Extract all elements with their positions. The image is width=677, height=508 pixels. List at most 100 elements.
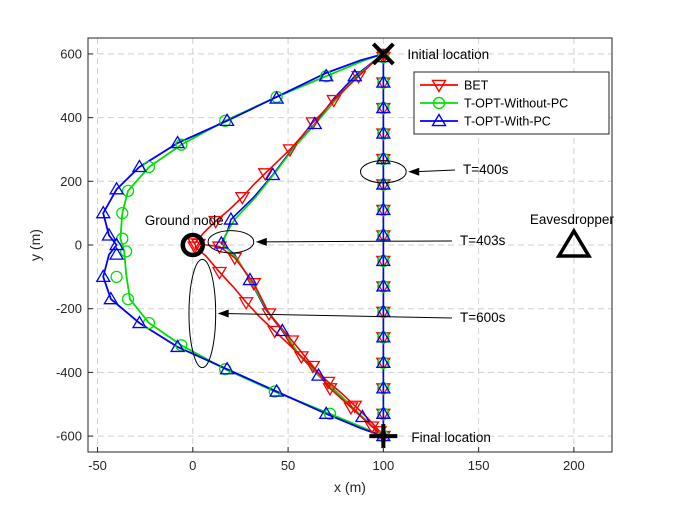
legend-marker (432, 96, 446, 110)
series-marker-with-pc (269, 90, 285, 104)
y-tick-label: 600 (60, 46, 82, 61)
series-marker-with-pc (131, 315, 148, 329)
series-marker-with-pc (131, 159, 148, 173)
series-marker-bet (284, 335, 300, 349)
series-marker-without-pc (116, 207, 129, 220)
series-marker-with-pc-inner (242, 272, 258, 286)
series-marker-with-pc-hover (375, 151, 391, 165)
annotation-arrow-line (223, 312, 453, 319)
series-marker-bet (293, 351, 310, 365)
series-marker-bet-hover (375, 77, 391, 91)
series-marker-bet-hover (375, 306, 391, 320)
y-tick-label: -200 (56, 301, 82, 316)
x-tick-label: 0 (189, 458, 196, 473)
series-marker-bet-hover (375, 332, 391, 346)
annotation-arrow-head (255, 237, 267, 246)
series-marker-bet-hover (375, 357, 391, 371)
initial-location-marker (371, 42, 395, 66)
series-marker-with-pc-hover (375, 406, 391, 419)
axis-ticks: -50 0 50 100 150 200 -600 -400 -200 0 200 400 600 (56, 46, 585, 473)
series-marker-bet-hover (375, 230, 391, 244)
series-marker-with-pc-hover (375, 74, 391, 88)
series-marker-with-pc (219, 361, 235, 375)
series-marker-bet-hover (375, 281, 391, 295)
series-marker-with-pc (169, 339, 186, 353)
series-marker-with-pc-inner (223, 211, 239, 225)
series-marker-with-pc-hover (375, 355, 391, 369)
series-marker-with-pc-inner (310, 367, 327, 381)
series-marker-with-pc (269, 383, 285, 397)
series-marker-bet (211, 266, 228, 280)
annotations: T=400s T=403s T=600s (188, 160, 509, 369)
annotation-label: T=400s (463, 162, 509, 177)
series-marker-bet (326, 94, 342, 108)
series-marker-without-pc (323, 407, 337, 420)
series-marker-with-pc-inner (274, 323, 290, 337)
legend-label: T-OPT-Without-PC (464, 97, 568, 111)
x-tick-label: 200 (563, 458, 585, 473)
x-tick-label: -50 (88, 458, 107, 473)
final-location-label: Final location (411, 430, 491, 445)
series-marker-with-pc (101, 227, 117, 241)
series-marker-with-pc (318, 68, 334, 82)
series-marker-bet-hover (375, 128, 391, 142)
ground-node-marker (180, 232, 206, 258)
series-marker-bet-hover (375, 204, 391, 218)
series-marker-with-pc-hover (375, 329, 391, 343)
series-marker-bet (282, 144, 298, 158)
series-marker-bet (208, 215, 224, 229)
series-marker-with-pc-hover (375, 253, 391, 267)
series-marker-bet (343, 402, 359, 416)
series-marker-with-pc-inner (347, 68, 363, 82)
series-marker-with-pc-hover (375, 227, 391, 241)
series-marker-bet (347, 400, 363, 414)
annotation-label: T=403s (460, 233, 506, 248)
series-marker-without-pc (119, 245, 133, 258)
y-tick-label: -400 (56, 365, 82, 380)
series-marker-bet (257, 168, 273, 182)
y-tick-label: 0 (75, 238, 82, 253)
legend-label: BET (464, 79, 489, 93)
annotation-label: T=600s (460, 310, 506, 325)
series-marker-with-pc (108, 237, 125, 251)
series-marker-with-pc (169, 135, 186, 149)
annotation-ellipse (359, 160, 407, 184)
series-marker-bet-hover (375, 102, 391, 116)
series-marker-with-pc-inner (307, 116, 323, 130)
series-marker-with-pc (95, 269, 111, 283)
series-marker-bet (350, 71, 367, 84)
series-marker-bet (238, 297, 254, 311)
annotation-arrow-head (408, 167, 420, 176)
series-marker-bet-hover (375, 255, 391, 269)
series-marker-bet-hover (375, 383, 391, 397)
x-tick-label: 150 (468, 458, 490, 473)
series-marker-with-pc (103, 291, 119, 305)
initial-location-label: Initial location (407, 47, 489, 62)
legend-label: T-OPT-With-PC (464, 115, 551, 129)
series-marker-with-pc (318, 406, 334, 419)
series-marker-bet-hover (375, 179, 391, 193)
y-axis-label: y (m) (27, 229, 43, 261)
legend: BET T-OPT-Without-PC T-OPT-With-PC (413, 71, 610, 135)
series-marker-without-pc (175, 138, 188, 151)
y-tick-label: 400 (60, 110, 82, 125)
series-marker-with-pc-hover (375, 278, 391, 292)
series-marker-with-pc-hover (375, 125, 391, 139)
x-axis-label: x (m) (334, 479, 366, 495)
series-marker-with-pc-inner (265, 167, 281, 181)
x-tick-label: 50 (281, 458, 295, 473)
points-of-interest: Ground node Eavesdropper Initial location F… (145, 42, 614, 449)
annotation-arrow-line (261, 240, 453, 243)
series-marker-without-pc (121, 292, 135, 306)
series-marker-bet-hover (375, 408, 391, 422)
y-tick-label: -600 (56, 429, 82, 444)
annotation-arrow-head (217, 309, 229, 318)
series-marker-bet (364, 421, 380, 435)
series-marker-with-pc-inner (354, 409, 371, 423)
ground-node-label: Ground node (145, 213, 224, 228)
series-marker-with-pc (108, 181, 125, 195)
annotation-ellipse (188, 258, 217, 369)
series-marker-with-pc-hover (375, 176, 391, 190)
series-marker-with-pc-inner (213, 235, 230, 249)
